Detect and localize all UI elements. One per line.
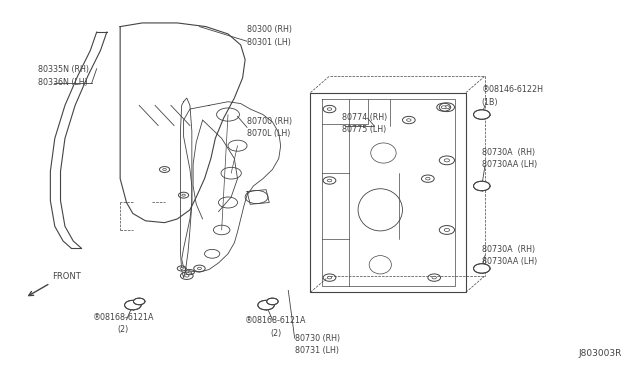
Circle shape <box>182 194 186 196</box>
Text: ®08168-6121A
(2): ®08168-6121A (2) <box>245 316 307 338</box>
Circle shape <box>198 267 202 270</box>
Text: ®08146-6122H
(1B): ®08146-6122H (1B) <box>482 86 544 107</box>
Circle shape <box>184 275 189 277</box>
Circle shape <box>267 298 278 305</box>
Text: 80730 (RH)
80731 (LH): 80730 (RH) 80731 (LH) <box>294 334 340 355</box>
Text: 80730A  (RH)
80730AA (LH): 80730A (RH) 80730AA (LH) <box>482 245 537 266</box>
Circle shape <box>327 276 332 279</box>
Circle shape <box>474 264 490 273</box>
Circle shape <box>441 106 446 109</box>
Text: 80774 (RH)
80775 (LH): 80774 (RH) 80775 (LH) <box>342 113 387 134</box>
Circle shape <box>444 228 449 231</box>
Circle shape <box>188 271 191 273</box>
Text: J803003R: J803003R <box>578 349 621 358</box>
Circle shape <box>134 298 145 305</box>
Circle shape <box>180 267 183 269</box>
Text: 80730A  (RH)
80730AA (LH): 80730A (RH) 80730AA (LH) <box>482 148 537 169</box>
Circle shape <box>327 108 332 110</box>
Circle shape <box>406 119 411 121</box>
Circle shape <box>258 300 275 310</box>
Circle shape <box>432 276 436 279</box>
Text: 80300 (RH)
80301 (LH): 80300 (RH) 80301 (LH) <box>247 25 292 46</box>
Circle shape <box>163 169 166 170</box>
Circle shape <box>474 110 490 119</box>
Circle shape <box>444 159 449 162</box>
Circle shape <box>125 300 141 310</box>
Circle shape <box>426 177 430 180</box>
Text: ®08168-6121A
(2): ®08168-6121A (2) <box>93 313 154 334</box>
Circle shape <box>444 106 449 109</box>
Text: 80700 (RH)
8070L (LH): 80700 (RH) 8070L (LH) <box>247 116 292 138</box>
Text: 80335N (RH)
80336N (LH): 80335N (RH) 80336N (LH) <box>38 65 89 87</box>
Text: FRONT: FRONT <box>52 272 81 281</box>
Circle shape <box>474 181 490 191</box>
Circle shape <box>327 179 332 182</box>
